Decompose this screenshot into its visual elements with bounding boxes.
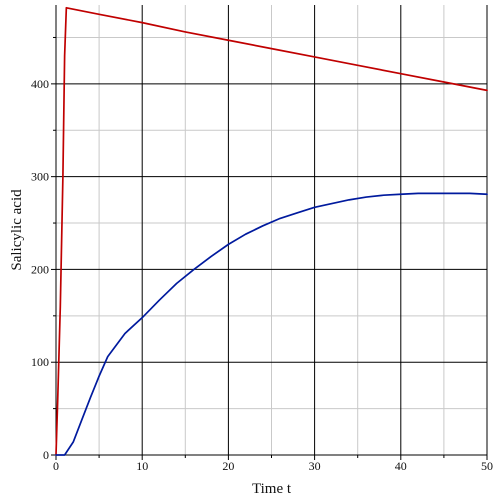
y-tick-label: 300 <box>31 170 49 184</box>
blue-series-line <box>55 192 488 456</box>
y-tick-label: 100 <box>31 355 49 369</box>
x-tick-label: 50 <box>481 459 493 473</box>
y-tick-label: 400 <box>31 77 49 91</box>
x-tick-label: 40 <box>395 459 407 473</box>
x-tick-label: 10 <box>136 459 148 473</box>
y-axis-label: Salicylic acid <box>9 189 25 271</box>
plot-area: 0 10 20 30 40 50 0 100 200 300 400 <box>31 5 493 473</box>
red-series-line <box>55 6 488 456</box>
y-tick-label: 200 <box>31 262 49 276</box>
x-tick-label: 20 <box>222 459 234 473</box>
x-tick-label: 30 <box>309 459 321 473</box>
x-axis-label: Time t <box>252 481 292 497</box>
x-tick-label: 0 <box>53 459 59 473</box>
y-tick-label: 0 <box>43 448 49 462</box>
